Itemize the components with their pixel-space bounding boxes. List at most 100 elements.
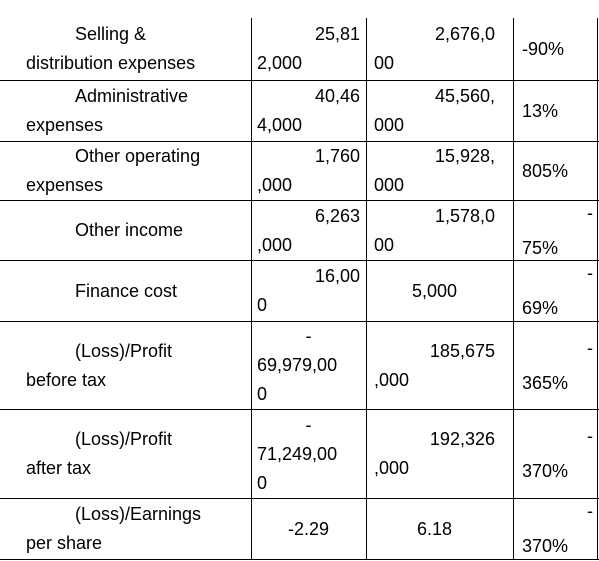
table-cell: -370% (513, 410, 598, 498)
table-cell: -370% (513, 499, 598, 559)
table-cell: 1,578,0 00 (366, 201, 513, 260)
cell-text: 370% (522, 461, 569, 481)
cell-text: 75% (522, 237, 559, 258)
cell-text: (Loss)/Earnings (75, 504, 202, 524)
table-cell: 185,675 ,000 (366, 322, 513, 409)
cell-text: ,000 (257, 234, 293, 255)
cell-text: -90% (522, 38, 565, 59)
cell-text: 1,578,0 (434, 205, 495, 226)
cell-text: ,000 (257, 175, 293, 195)
cell-text: 71,249,00 (257, 443, 338, 464)
table-row: (Loss)/Earnings per share -2.29 6.18 -370% (0, 499, 599, 560)
table-cell: 1,760 ,000 (251, 142, 366, 200)
table-cell: - 69,979,00 0 (251, 322, 366, 409)
cell-text: Other income (75, 220, 184, 240)
cell-text: 69,979,00 (257, 355, 338, 375)
table-cell: (Loss)/Profit after tax (0, 410, 251, 498)
table-cell: 805% (513, 142, 598, 200)
cell-text: 000 (374, 115, 405, 135)
table-cell: -2.29 (251, 499, 366, 559)
table-cell: (Loss)/Profit before tax (0, 322, 251, 409)
table-cell: Finance cost (0, 261, 251, 321)
cell-text: - (587, 263, 593, 283)
cell-text: 0 (257, 384, 268, 404)
cell-text: 805% (522, 160, 569, 181)
cell-text: 192,326 (429, 429, 495, 449)
cell-text: 6,263 (314, 205, 360, 226)
table-cell: 45,560, 000 (366, 81, 513, 141)
cell-text: 40,46 (314, 86, 360, 106)
table-cell: 192,326 ,000 (366, 410, 513, 498)
table-cell: -365% (513, 322, 598, 409)
cell-text: (Loss)/Profit (75, 340, 173, 361)
cell-text: expenses (26, 175, 104, 195)
cell-text: Administrative (75, 86, 189, 106)
table-row: (Loss)/Profit after tax - 71,249,00 0 192,326… (0, 410, 599, 499)
table-cell: (Loss)/Earnings per share (0, 499, 251, 559)
cell-text: 2,676,0 (434, 24, 495, 44)
financial-table: Selling & distribution expenses 25,81 2,000… (0, 18, 599, 560)
cell-text: before tax (26, 369, 107, 390)
cell-text: 15,928, (434, 146, 495, 166)
cell-text: - (305, 414, 312, 435)
table-cell: 2,676,0 00 (366, 18, 513, 80)
cell-text: 69% (522, 298, 559, 318)
cell-text: 25,81 (314, 24, 360, 44)
cell-text: 365% (522, 372, 569, 393)
table-cell: -90% (513, 18, 598, 80)
table-cell: 25,81 2,000 (251, 18, 366, 80)
cell-text: 00 (374, 53, 395, 73)
cell-text: -2.29 (287, 518, 330, 539)
cell-text: - (587, 426, 593, 446)
cell-text: 185,675 (429, 340, 495, 361)
cell-text: ,000 (374, 369, 410, 390)
cell-text: - (587, 337, 593, 358)
cell-text: - (587, 202, 593, 223)
table-row: Other operating expenses 1,760 ,000 15,928, 0… (0, 142, 599, 201)
cell-text: 16,00 (314, 266, 360, 286)
cell-text: Finance cost (75, 280, 178, 301)
cell-text: - (587, 501, 593, 521)
cell-text: ,000 (374, 458, 410, 478)
table-cell: Other income (0, 201, 251, 260)
table-row: Finance cost 16,00 0 5,000 - 69% (0, 261, 599, 322)
table-cell: - 69% (513, 261, 598, 321)
cell-text: after tax (26, 458, 92, 478)
table-cell: Selling & distribution expenses (0, 18, 251, 80)
cell-text: 00 (374, 234, 395, 255)
cell-text: 370% (522, 536, 569, 556)
cell-text: 0 (257, 295, 268, 315)
cell-text: 000 (374, 175, 405, 195)
table-row: Administrative expenses 40,46 4,000 45,560, 0… (0, 81, 599, 142)
cell-text: 0 (257, 472, 268, 493)
table-row: Other income 6,263 ,000 1,578,0 00 - 75% (0, 201, 599, 261)
table-cell: 6.18 (366, 499, 513, 559)
cell-text: Other operating (75, 146, 201, 166)
table-cell: 5,000 (366, 261, 513, 321)
table-cell: Other operating expenses (0, 142, 251, 200)
table-row: Selling & distribution expenses 25,81 2,000… (0, 18, 599, 81)
cell-text: per share (26, 533, 103, 553)
cell-text: 2,000 (257, 53, 303, 73)
table-cell: 16,00 0 (251, 261, 366, 321)
table-cell: 13% (513, 81, 598, 141)
table-cell: 6,263 ,000 (251, 201, 366, 260)
table-cell: - 75% (513, 201, 598, 260)
cell-text: 6.18 (416, 518, 453, 539)
cell-text: - (305, 326, 312, 346)
table-cell: 15,928, 000 (366, 142, 513, 200)
cell-text: expenses (26, 115, 104, 135)
table-cell: Administrative expenses (0, 81, 251, 141)
cell-text: Selling & (75, 24, 147, 44)
cell-text: 5,000 (411, 280, 458, 301)
cell-text: 1,760 (314, 146, 360, 166)
table-cell: - 71,249,00 0 (251, 410, 366, 498)
cell-text: 45,560, (434, 86, 495, 106)
cell-text: (Loss)/Profit (75, 429, 173, 449)
cell-text: distribution expenses (26, 53, 196, 73)
table-row: (Loss)/Profit before tax - 69,979,00 0 185,67… (0, 322, 599, 410)
table-cell: 40,46 4,000 (251, 81, 366, 141)
cell-text: 4,000 (257, 115, 303, 135)
cell-text: 13% (522, 100, 559, 121)
